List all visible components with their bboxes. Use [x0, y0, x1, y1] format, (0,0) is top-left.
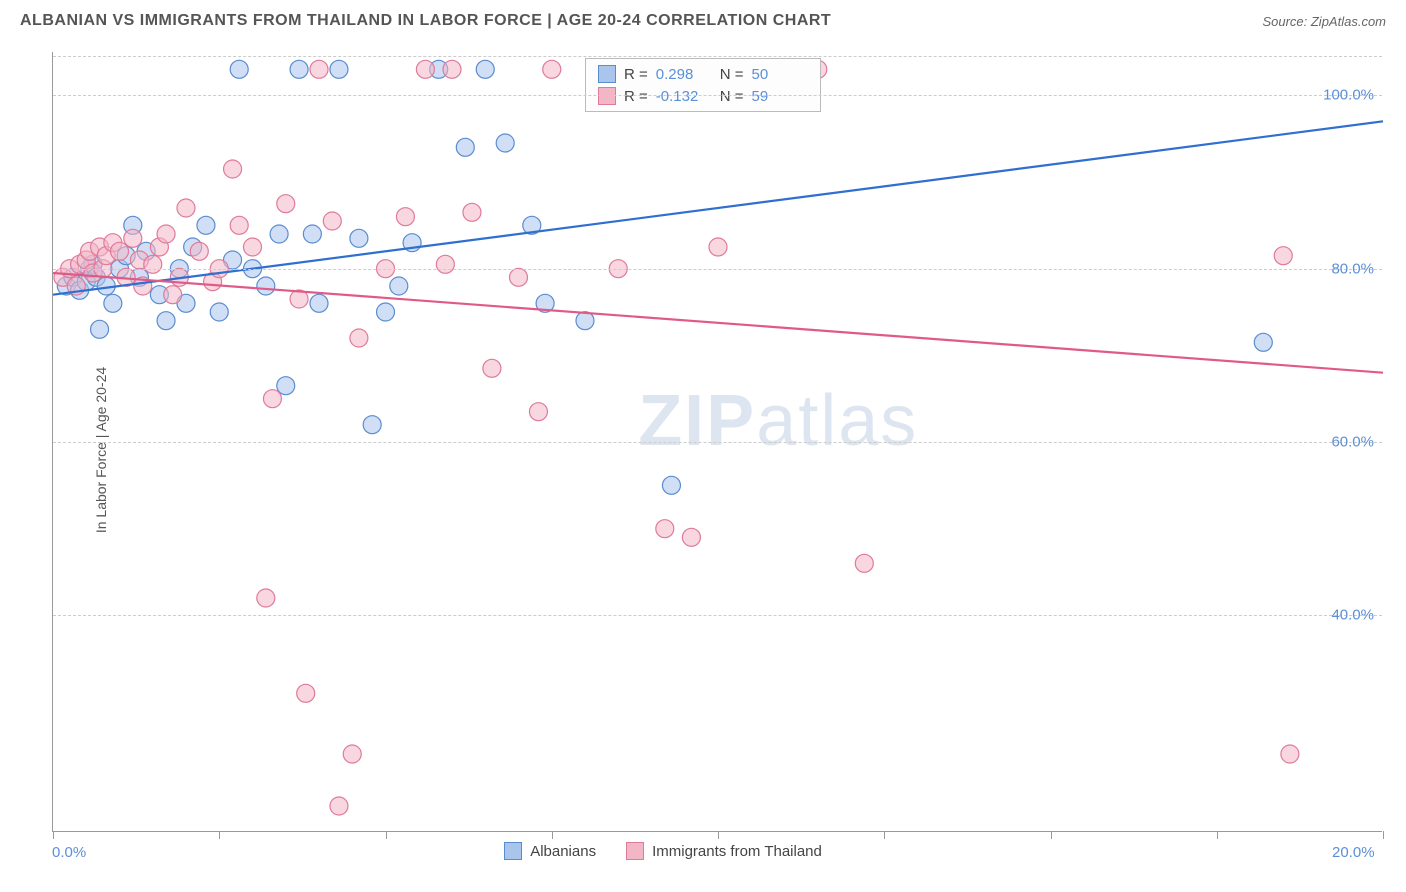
- x-tick: [219, 831, 220, 839]
- data-point: [656, 520, 674, 538]
- data-point: [483, 359, 501, 377]
- x-tick: [1217, 831, 1218, 839]
- r-label: R =: [624, 66, 648, 83]
- data-point: [390, 277, 408, 295]
- gridline-horizontal: [53, 269, 1382, 270]
- data-point: [190, 242, 208, 260]
- legend-swatch: [626, 842, 644, 860]
- chart-plot-area: ZIPatlas R =0.298N =50R =-0.132N =59 40.…: [52, 52, 1382, 832]
- data-point: [277, 377, 295, 395]
- data-point: [363, 416, 381, 434]
- data-point: [855, 554, 873, 572]
- data-point: [436, 255, 454, 273]
- data-point: [510, 268, 528, 286]
- trend-line: [53, 273, 1383, 373]
- r-value: 0.298: [656, 66, 712, 83]
- data-point: [496, 134, 514, 152]
- data-point: [290, 60, 308, 78]
- chart-title: ALBANIAN VS IMMIGRANTS FROM THAILAND IN …: [20, 12, 831, 30]
- data-point: [330, 60, 348, 78]
- data-point: [396, 208, 414, 226]
- data-point: [443, 60, 461, 78]
- y-tick-label: 40.0%: [1331, 607, 1374, 624]
- x-tick: [552, 831, 553, 839]
- data-point: [310, 60, 328, 78]
- x-tick: [386, 831, 387, 839]
- data-point: [157, 225, 175, 243]
- data-point: [343, 745, 361, 763]
- data-point: [230, 216, 248, 234]
- data-point: [177, 199, 195, 217]
- series-swatch: [598, 65, 616, 83]
- correlation-row: R = 0.298 N = 50: [598, 63, 808, 85]
- x-tick: [884, 831, 885, 839]
- data-point: [456, 138, 474, 156]
- gridline-horizontal: [53, 442, 1382, 443]
- data-point: [297, 684, 315, 702]
- data-point: [197, 216, 215, 234]
- data-point: [124, 229, 142, 247]
- header-bar: ALBANIAN VS IMMIGRANTS FROM THAILAND IN …: [0, 0, 1406, 38]
- correlation-info-box: R =0.298N =50R =-0.132N =59: [585, 58, 821, 112]
- watermark-light: atlas: [756, 381, 918, 461]
- data-point: [682, 528, 700, 546]
- data-point: [709, 238, 727, 256]
- data-point: [164, 286, 182, 304]
- data-point: [310, 294, 328, 312]
- data-point: [244, 238, 262, 256]
- legend: Albanians Immigrants from Thailand: [504, 842, 822, 860]
- data-point: [416, 60, 434, 78]
- data-point: [91, 320, 109, 338]
- data-point: [224, 160, 242, 178]
- data-point: [1274, 247, 1292, 265]
- data-point: [543, 60, 561, 78]
- data-point: [350, 229, 368, 247]
- x-axis-min-label: 0.0%: [52, 844, 86, 861]
- data-point: [230, 60, 248, 78]
- data-point: [257, 277, 275, 295]
- n-value: 50: [752, 66, 808, 83]
- data-point: [662, 476, 680, 494]
- x-tick: [53, 831, 54, 839]
- data-point: [476, 60, 494, 78]
- y-axis-label: In Labor Force | Age 20-24: [93, 367, 109, 533]
- y-tick-label: 80.0%: [1331, 260, 1374, 277]
- data-point: [303, 225, 321, 243]
- data-point: [330, 797, 348, 815]
- gridline-horizontal: [53, 56, 1382, 57]
- gridline-horizontal: [53, 95, 1382, 96]
- watermark-bold: ZIP: [638, 381, 756, 461]
- x-tick: [1383, 831, 1384, 839]
- n-label: N =: [720, 66, 744, 83]
- data-point: [350, 329, 368, 347]
- x-axis-max-label: 20.0%: [1332, 844, 1375, 861]
- data-point: [270, 225, 288, 243]
- data-point: [463, 203, 481, 221]
- data-point: [263, 390, 281, 408]
- data-point: [1254, 333, 1272, 351]
- gridline-horizontal: [53, 615, 1382, 616]
- y-tick-label: 100.0%: [1323, 87, 1374, 104]
- watermark: ZIPatlas: [638, 380, 918, 462]
- legend-label: Albanians: [530, 843, 596, 860]
- x-tick: [718, 831, 719, 839]
- data-point: [277, 195, 295, 213]
- data-point: [157, 312, 175, 330]
- data-point: [104, 294, 122, 312]
- data-point: [210, 303, 228, 321]
- data-point: [529, 403, 547, 421]
- legend-label: Immigrants from Thailand: [652, 843, 822, 860]
- legend-item: Immigrants from Thailand: [626, 842, 822, 860]
- data-point: [144, 255, 162, 273]
- y-tick-label: 60.0%: [1331, 434, 1374, 451]
- data-point: [323, 212, 341, 230]
- legend-swatch: [504, 842, 522, 860]
- data-point: [257, 589, 275, 607]
- source-attribution: Source: ZipAtlas.com: [1262, 14, 1386, 29]
- data-point: [377, 303, 395, 321]
- legend-item: Albanians: [504, 842, 596, 860]
- data-point: [111, 242, 129, 260]
- data-point: [1281, 745, 1299, 763]
- x-tick: [1051, 831, 1052, 839]
